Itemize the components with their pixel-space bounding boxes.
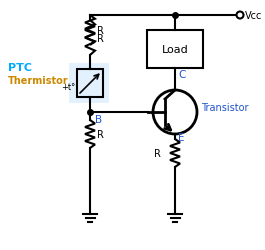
Text: Thermistor: Thermistor <box>8 76 69 86</box>
Text: Load: Load <box>162 45 188 55</box>
Bar <box>147 31 203 69</box>
Text: B: B <box>95 114 102 124</box>
Text: Vcc: Vcc <box>245 11 262 21</box>
Text: E: E <box>178 132 184 142</box>
Bar <box>77 70 103 98</box>
Text: R: R <box>97 130 104 140</box>
Text: Transistor: Transistor <box>201 102 249 113</box>
Text: PTC: PTC <box>8 63 32 73</box>
Text: R: R <box>97 33 104 43</box>
Text: +t°: +t° <box>61 83 75 92</box>
Text: R: R <box>97 26 104 36</box>
FancyBboxPatch shape <box>69 64 109 104</box>
Text: R: R <box>154 148 161 158</box>
Text: C: C <box>178 70 186 80</box>
